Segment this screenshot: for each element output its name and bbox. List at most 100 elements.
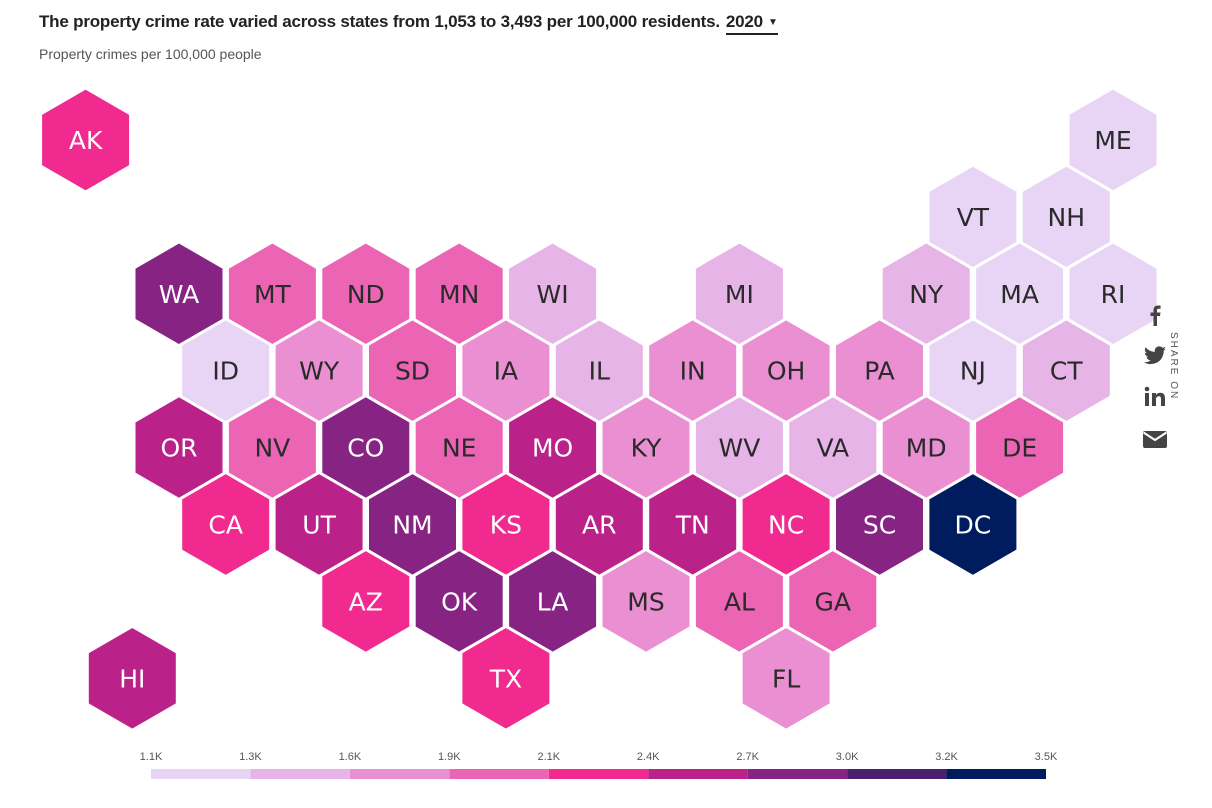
state-hex-me[interactable]: ME [1066,86,1160,194]
state-hex-in[interactable]: IN [646,316,740,425]
state-hex-shape[interactable] [179,316,273,425]
state-hex-shape[interactable] [973,240,1067,348]
state-hex-shape[interactable] [739,624,833,733]
state-hex-shape[interactable] [646,316,740,425]
state-hex-shape[interactable] [319,393,413,502]
state-hex-ak[interactable]: AK [39,86,133,194]
state-hex-shape[interactable] [412,547,506,656]
state-hex-shape[interactable] [1066,240,1160,348]
state-hex-fl[interactable]: FL [739,624,833,733]
state-hex-shape[interactable] [926,163,1020,271]
state-hex-tn[interactable]: TN [646,470,740,579]
state-hex-shape[interactable] [506,393,600,502]
state-hex-nj[interactable]: NJ [926,316,1020,425]
state-hex-ky[interactable]: KY [599,393,693,502]
state-hex-dc[interactable]: DC [926,470,1020,579]
state-hex-shape[interactable] [132,393,226,502]
state-hex-shape[interactable] [85,624,179,733]
state-hex-az[interactable]: AZ [319,547,413,656]
state-hex-shape[interactable] [1019,316,1113,425]
state-hex-shape[interactable] [506,547,600,656]
state-hex-shape[interactable] [552,470,646,579]
state-hex-shape[interactable] [132,240,226,348]
state-hex-shape[interactable] [833,470,926,579]
state-hex-ar[interactable]: AR [552,470,646,579]
state-hex-oh[interactable]: OH [739,316,833,425]
state-hex-ms[interactable]: MS [599,547,693,656]
state-hex-shape[interactable] [692,240,786,348]
state-hex-shape[interactable] [786,547,880,656]
state-hex-shape[interactable] [739,316,833,425]
state-hex-nv[interactable]: NV [225,393,319,502]
state-hex-wv[interactable]: WV [692,393,786,502]
state-hex-tx[interactable]: TX [459,624,553,733]
state-hex-shape[interactable] [366,470,459,579]
state-hex-shape[interactable] [552,316,646,425]
state-hex-shape[interactable] [179,470,273,579]
state-hex-shape[interactable] [412,240,506,348]
state-hex-shape[interactable] [1019,163,1113,271]
state-hex-shape[interactable] [272,316,366,425]
state-hex-ok[interactable]: OK [412,547,506,656]
state-hex-ne[interactable]: NE [412,393,506,502]
state-hex-shape[interactable] [926,470,1020,579]
year-dropdown[interactable]: 2020 ▼ [725,12,778,35]
state-hex-mi[interactable]: MI [692,240,786,348]
state-hex-shape[interactable] [879,393,973,502]
state-hex-pa[interactable]: PA [833,316,926,425]
state-hex-shape[interactable] [225,240,319,348]
state-hex-shape[interactable] [319,240,413,348]
state-hex-ga[interactable]: GA [786,547,880,656]
state-hex-il[interactable]: IL [552,316,646,425]
state-hex-shape[interactable] [506,240,600,348]
state-hex-ks[interactable]: KS [459,470,553,579]
state-hex-shape[interactable] [225,393,319,502]
state-hex-hi[interactable]: HI [85,624,179,733]
state-hex-va[interactable]: VA [786,393,880,502]
facebook-icon[interactable] [1142,302,1168,328]
state-hex-shape[interactable] [646,470,740,579]
state-hex-shape[interactable] [39,86,133,194]
state-hex-shape[interactable] [366,316,459,425]
state-hex-wi[interactable]: WI [506,240,600,348]
state-hex-sc[interactable]: SC [833,470,926,579]
state-hex-al[interactable]: AL [692,547,786,656]
state-hex-ut[interactable]: UT [272,470,366,579]
state-hex-nh[interactable]: NH [1019,163,1113,271]
state-hex-wy[interactable]: WY [272,316,366,425]
state-hex-ca[interactable]: CA [179,470,273,579]
state-hex-ia[interactable]: IA [459,316,553,425]
state-hex-shape[interactable] [926,316,1020,425]
state-hex-shape[interactable] [459,316,553,425]
state-hex-shape[interactable] [459,624,553,733]
state-hex-sd[interactable]: SD [366,316,459,425]
state-hex-shape[interactable] [459,470,553,579]
state-hex-shape[interactable] [739,470,833,579]
state-hex-or[interactable]: OR [132,393,226,502]
state-hex-mo[interactable]: MO [506,393,600,502]
state-hex-ma[interactable]: MA [973,240,1067,348]
state-hex-shape[interactable] [412,393,506,502]
state-hex-ri[interactable]: RI [1066,240,1160,348]
email-icon[interactable] [1142,426,1168,452]
linkedin-icon[interactable] [1142,384,1168,410]
state-hex-md[interactable]: MD [879,393,973,502]
state-hex-ny[interactable]: NY [879,240,973,348]
state-hex-shape[interactable] [692,393,786,502]
state-hex-id[interactable]: ID [179,316,273,425]
state-hex-shape[interactable] [599,393,693,502]
state-hex-shape[interactable] [319,547,413,656]
state-hex-co[interactable]: CO [319,393,413,502]
state-hex-shape[interactable] [786,393,880,502]
state-hex-shape[interactable] [599,547,693,656]
state-hex-shape[interactable] [973,393,1067,502]
twitter-icon[interactable] [1142,342,1168,368]
state-hex-mn[interactable]: MN [412,240,506,348]
state-hex-shape[interactable] [1066,86,1160,194]
state-hex-nd[interactable]: ND [319,240,413,348]
state-hex-shape[interactable] [879,240,973,348]
state-hex-nc[interactable]: NC [739,470,833,579]
state-hex-mt[interactable]: MT [225,240,319,348]
state-hex-ct[interactable]: CT [1019,316,1113,425]
state-hex-wa[interactable]: WA [132,240,226,348]
